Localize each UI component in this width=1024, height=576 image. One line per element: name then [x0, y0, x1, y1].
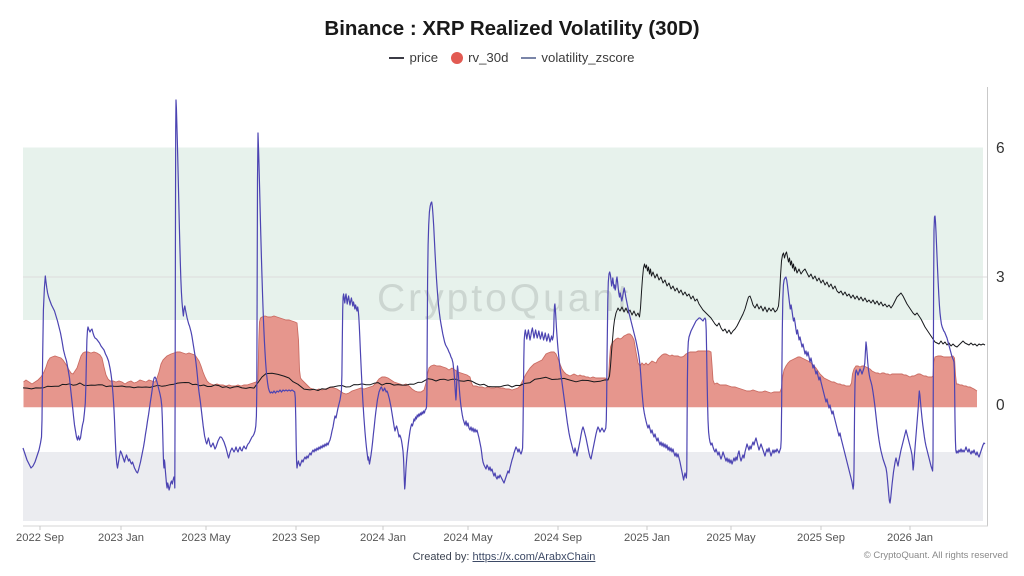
svg-text:2025 May: 2025 May: [706, 532, 756, 544]
svg-text:2024 Sep: 2024 Sep: [534, 532, 582, 544]
svg-text:2022 Sep: 2022 Sep: [16, 532, 64, 544]
svg-text:0: 0: [996, 397, 1005, 414]
svg-text:2025 Sep: 2025 Sep: [797, 532, 845, 544]
svg-text:6: 6: [996, 140, 1005, 157]
svg-text:2024 Jan: 2024 Jan: [360, 532, 406, 544]
svg-text:2025 Jan: 2025 Jan: [624, 532, 670, 544]
svg-text:3: 3: [996, 269, 1005, 286]
svg-text:2023 Jan: 2023 Jan: [98, 532, 144, 544]
svg-text:2023 Sep: 2023 Sep: [272, 532, 320, 544]
svg-text:2026 Jan: 2026 Jan: [887, 532, 933, 544]
svg-text:2023 May: 2023 May: [181, 532, 231, 544]
svg-text:CryptoQuant: CryptoQuant: [377, 277, 631, 320]
svg-text:2024 May: 2024 May: [443, 532, 493, 544]
